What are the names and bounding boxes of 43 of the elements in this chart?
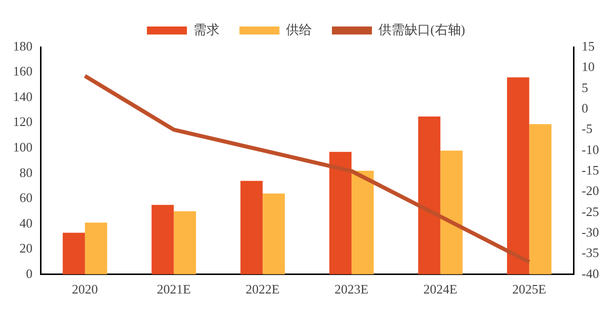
y2-tick-label: 15 bbox=[582, 38, 595, 54]
y-tick-label: 80 bbox=[20, 164, 32, 180]
y-tick-label: 0 bbox=[26, 266, 32, 281]
bar bbox=[507, 77, 530, 274]
x-tick-label: 2024E bbox=[423, 282, 458, 297]
bar bbox=[418, 116, 440, 274]
y-tick-label: 40 bbox=[20, 215, 32, 230]
bar bbox=[352, 170, 374, 274]
y-tick-label: 120 bbox=[13, 114, 32, 130]
y2-tick-label: -25 bbox=[582, 204, 600, 219]
x-tick-label: 2020 bbox=[72, 282, 98, 297]
x-tick-label: 2021E bbox=[156, 282, 191, 297]
y-tick-label: 20 bbox=[20, 240, 32, 256]
bar bbox=[84, 222, 108, 274]
bar bbox=[329, 152, 352, 274]
y2-tick-label: 0 bbox=[582, 100, 588, 116]
y-tick-label: 180 bbox=[13, 38, 32, 54]
y2-tick-label: -20 bbox=[582, 183, 600, 198]
y-tick-label: 140 bbox=[13, 88, 32, 104]
legend-label: 供给 bbox=[286, 22, 312, 37]
y2-tick-label: -15 bbox=[582, 162, 600, 178]
bar bbox=[174, 211, 196, 274]
y2-tick-label: -10 bbox=[582, 142, 600, 157]
bar bbox=[62, 232, 85, 274]
y-tick-label: 100 bbox=[13, 139, 32, 154]
bar bbox=[152, 204, 174, 274]
x-tick-label: 2022E bbox=[246, 282, 280, 297]
y-tick-label: 160 bbox=[13, 64, 32, 79]
x-tick-label: 2023E bbox=[334, 282, 369, 297]
bar bbox=[240, 180, 263, 274]
bar bbox=[529, 124, 552, 274]
y2-tick-label: -5 bbox=[582, 121, 593, 136]
y-tick-label: 60 bbox=[20, 190, 32, 206]
x-tick-label: 2025E bbox=[512, 282, 546, 297]
legend-label: 需求 bbox=[193, 22, 220, 37]
y2-tick-label: -35 bbox=[582, 245, 600, 260]
bar bbox=[440, 150, 463, 274]
legend-label: 供需缺口(右轴) bbox=[378, 22, 466, 37]
y2-tick-label: -30 bbox=[582, 224, 600, 240]
y2-tick-label: 5 bbox=[582, 80, 588, 95]
bar bbox=[262, 194, 285, 274]
y2-tick-label: -40 bbox=[582, 266, 600, 281]
y2-tick-label: 10 bbox=[582, 59, 595, 74]
